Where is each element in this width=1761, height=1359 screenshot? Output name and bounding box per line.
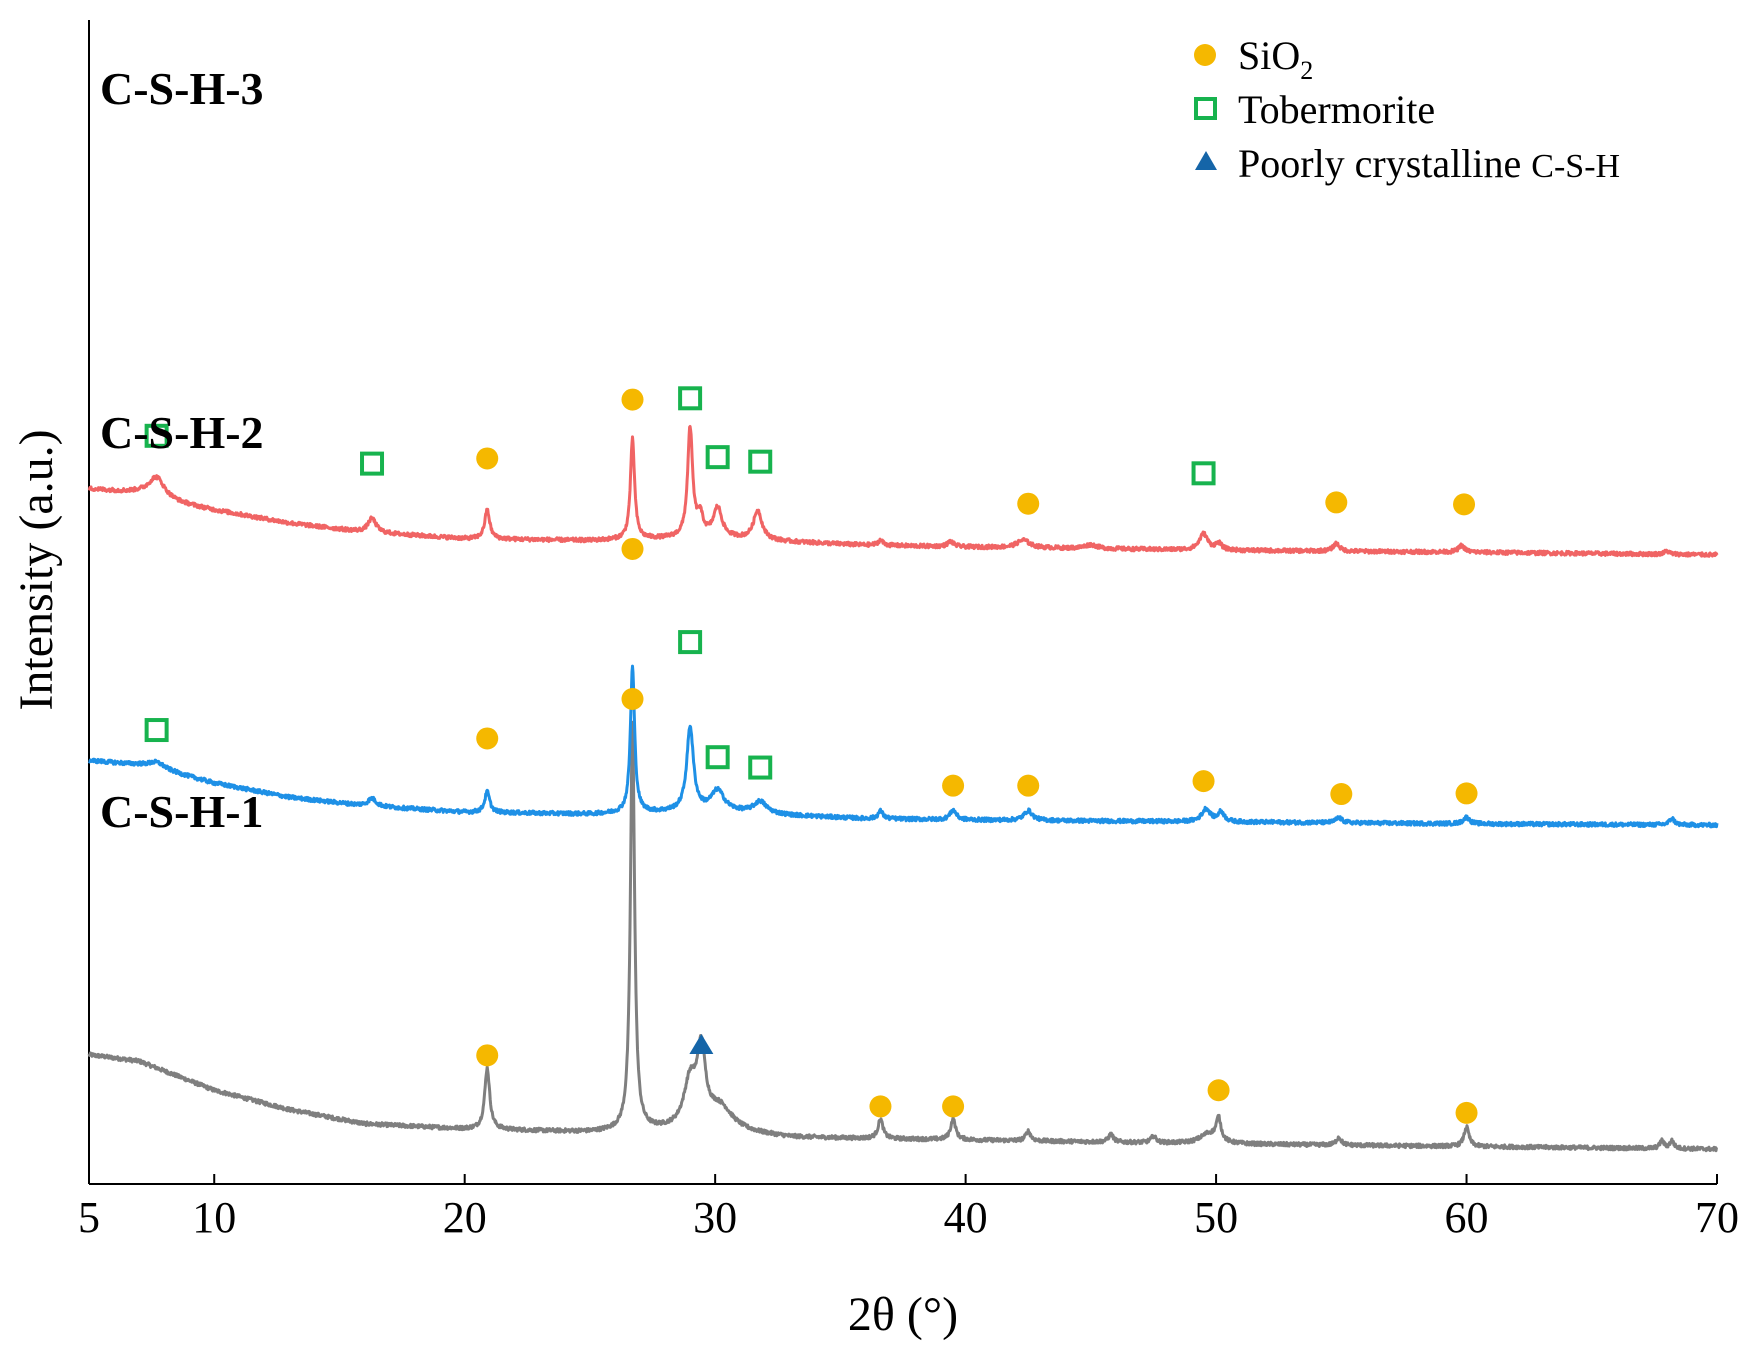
series-line-c-s-h-2 xyxy=(89,666,1717,827)
sio2-marker-icon xyxy=(1453,493,1475,515)
legend-square-icon xyxy=(1196,99,1215,118)
sio2-marker-icon xyxy=(476,447,498,469)
tobermorite-marker-icon xyxy=(680,388,700,408)
x-tick-label: 70 xyxy=(1695,1193,1739,1242)
x-tick-label: 40 xyxy=(944,1193,988,1242)
sio2-marker-icon xyxy=(1017,493,1039,515)
sio2-marker-icon xyxy=(1017,775,1039,797)
plot-frame xyxy=(89,20,1717,1184)
sample-labels: C-S-H-3 C-S-H-2 C-S-H-1 xyxy=(100,63,264,837)
series-line-c-s-h-3 xyxy=(89,427,1717,557)
x-tick-label: 10 xyxy=(192,1193,236,1242)
xrd-chart: 5 10 20 30 40 50 60 70 C-S-H-3 C-S-H-2 C-S-H-1 … xyxy=(0,0,1761,1359)
tobermorite-marker-icon xyxy=(750,758,770,778)
sio2-marker-icon xyxy=(1456,1102,1478,1124)
legend-label-tobermorite: Tobermorite xyxy=(1238,87,1435,132)
x-tick-label: 30 xyxy=(693,1193,737,1242)
sio2-marker-icon xyxy=(1325,491,1347,513)
sio2-marker-icon xyxy=(942,775,964,797)
sample-label-csh3: C-S-H-3 xyxy=(100,63,264,114)
legend-label-sio2: SiO2 xyxy=(1238,33,1313,85)
legend-label-poorly-crystalline: Poorly crystalline C-S-H xyxy=(1238,141,1620,186)
tobermorite-marker-icon xyxy=(708,447,728,467)
legend-circle-icon xyxy=(1194,44,1216,66)
tobermorite-marker-icon xyxy=(708,747,728,767)
csh-marker-icon xyxy=(689,1034,713,1054)
x-tick-label: 50 xyxy=(1194,1193,1238,1242)
sio2-marker-icon xyxy=(622,538,644,560)
sio2-marker-icon xyxy=(622,688,644,710)
sio2-marker-icon xyxy=(869,1095,891,1117)
tobermorite-marker-icon xyxy=(362,454,382,474)
sio2-marker-icon xyxy=(622,389,644,411)
tobermorite-marker-icon xyxy=(750,452,770,472)
sample-label-csh1: C-S-H-1 xyxy=(100,786,264,837)
y-axis-title: Intensity (a.u.) xyxy=(10,429,63,710)
x-tick-label: 20 xyxy=(443,1193,487,1242)
sio2-marker-icon xyxy=(1193,770,1215,792)
phase-markers xyxy=(147,388,1478,1124)
tobermorite-marker-icon xyxy=(147,720,167,740)
sio2-marker-icon xyxy=(942,1095,964,1117)
legend: SiO2 Tobermorite Poorly crystalline C-S-… xyxy=(1194,33,1620,186)
x-tick-label: 60 xyxy=(1445,1193,1489,1242)
sio2-marker-icon xyxy=(476,1044,498,1066)
sio2-marker-icon xyxy=(1456,782,1478,804)
x-axis-title: 2θ (°) xyxy=(848,1288,958,1341)
sio2-marker-icon xyxy=(1208,1079,1230,1101)
tobermorite-marker-icon xyxy=(1194,463,1214,483)
sample-label-csh2: C-S-H-2 xyxy=(100,407,264,458)
legend-triangle-icon xyxy=(1195,151,1217,170)
sio2-marker-icon xyxy=(476,727,498,749)
sio2-marker-icon xyxy=(1330,783,1352,805)
tobermorite-marker-icon xyxy=(680,632,700,652)
x-tick-label: 5 xyxy=(78,1193,100,1242)
